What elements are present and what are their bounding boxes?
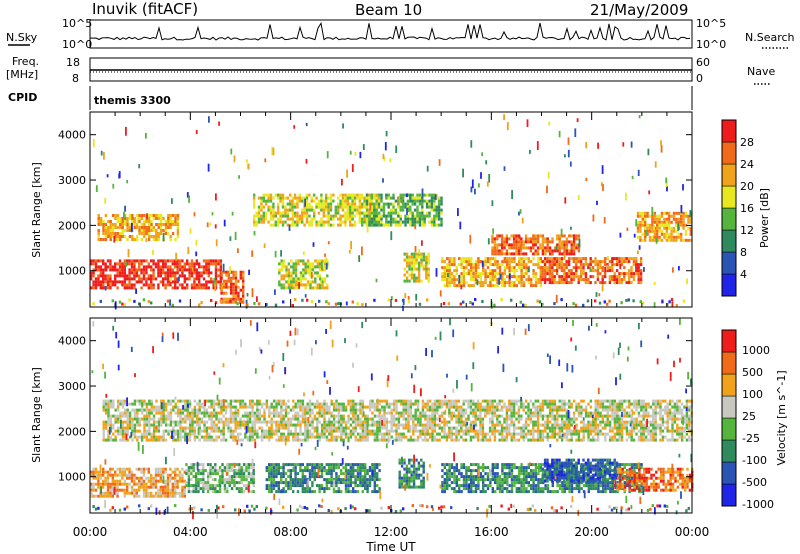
colorbar-swatch (721, 483, 737, 507)
freq-panel: 18 8 Freq. [MHz] 60 0 Nave (6, 55, 775, 85)
colorbar-swatch (721, 251, 737, 275)
power-ylabel: Slant Range [km] (30, 162, 43, 258)
y-tick-label: 4000 (58, 335, 86, 348)
x-tick-label: 00:00 (73, 525, 108, 539)
x-tick-label: 16:00 (474, 525, 509, 539)
y-tick-label: 4000 (58, 129, 86, 142)
y-tick-label: 3000 (58, 174, 86, 187)
freq-tick-bottom: 8 (72, 72, 79, 85)
echo-region (90, 259, 222, 290)
colorbar-swatch (721, 417, 737, 441)
cpid-label: CPID (8, 91, 37, 104)
echo-region (398, 458, 425, 489)
nave-tick-top: 60 (696, 56, 710, 69)
echo-region (616, 467, 694, 492)
y-tick-label: 1000 (58, 471, 86, 484)
y-tick-label: 1000 (58, 265, 86, 278)
colorbar-tick-label: 4 (740, 268, 747, 281)
velocity-panel: 1000 2000 3000 4000 Slant Range [km] 1000 50… (30, 317, 788, 520)
colorbar-swatch (721, 351, 737, 375)
echo-region (220, 270, 245, 304)
freq-tick-top: 18 (66, 56, 80, 69)
colorbar-swatch (721, 163, 737, 187)
colorbar-swatch (721, 273, 737, 297)
y-tick-label: 3000 (58, 380, 86, 393)
cpid-text: themis 3300 (94, 94, 171, 107)
cpid-panel: CPID themis 3300 (8, 86, 693, 110)
echo-region (441, 257, 542, 288)
colorbar-tick-label: -1000 (742, 498, 774, 511)
x-tick-label: 04:00 (173, 525, 208, 539)
nsky-label: N.Sky (6, 31, 38, 44)
y-tick-label: 2000 (58, 219, 86, 232)
y-tick-label: 2000 (58, 425, 86, 438)
colorbar-swatch (721, 395, 737, 419)
colorbar-tick-label: 100 (742, 388, 763, 401)
nave-tick-bottom: 0 (696, 72, 703, 85)
x-tick-label: 12:00 (374, 525, 409, 539)
echo-region (102, 399, 693, 442)
colorbar-swatch (721, 141, 737, 165)
beam-title: Beam 10 (355, 1, 422, 19)
x-axis-tick-labels: 00:00 04:00 08:00 12:00 16:00 20:00 00:00 (73, 525, 710, 539)
colorbar-swatch (721, 119, 737, 143)
colorbar-tick-label: 25 (742, 410, 756, 423)
x-tick-label: 08:00 (273, 525, 308, 539)
colorbar-swatch (721, 439, 737, 463)
echo-region (265, 463, 381, 494)
colorbar-tick-label: 16 (740, 202, 754, 215)
nsky-tick-bottom: 10^0 (62, 38, 92, 51)
low-range-band (92, 298, 686, 307)
colorbar-tick-label: -500 (742, 476, 767, 489)
nsky-panel: 10^5 10^0 N.Sky 10^5 10^0 N.Search (6, 17, 795, 51)
nsearch-tick-bottom: 10^0 (696, 38, 726, 51)
colorbar-swatch (721, 185, 737, 209)
nave-label: Nave (747, 65, 775, 78)
echo-region (90, 467, 186, 498)
scatter-speckles (92, 114, 692, 312)
nsky-trace (89, 21, 691, 41)
low-range-band (92, 504, 690, 513)
echo-region (636, 211, 692, 242)
echo-region (541, 458, 619, 483)
echo-region (491, 234, 581, 256)
colorbar-tick-label: 8 (740, 246, 747, 259)
velocity-ylabel: Slant Range [km] (30, 367, 43, 463)
freq-label: Freq. (12, 55, 39, 68)
echo-region (365, 193, 443, 227)
echo-region (253, 193, 381, 227)
x-tick-label: 20:00 (574, 525, 609, 539)
echo-region (541, 257, 643, 285)
nsky-tick-top: 10^5 (62, 17, 92, 30)
echo-region (185, 463, 255, 494)
colorbar-tick-label: 24 (740, 158, 754, 171)
colorbar-swatch (721, 207, 737, 231)
echo-region (97, 214, 180, 241)
colorbar-swatch (721, 373, 737, 397)
colorbar-swatch (721, 229, 737, 253)
nsearch-label: N.Search (745, 31, 795, 44)
colorbar-swatch (721, 461, 737, 485)
colorbar-tick-label: 1000 (742, 344, 770, 357)
date-title: 21/May/2009 (590, 1, 688, 19)
x-tick-label: 00:00 (675, 525, 710, 539)
colorbar-tick-label: 28 (740, 136, 754, 149)
station-title: Inuvik (fitACF) (92, 0, 198, 18)
echo-region (403, 252, 430, 283)
velocity-colorbar-label: Velocity [m s^-1] (775, 370, 788, 465)
power-panel: 1000 2000 3000 4000 Slant Range [km] 4 8 12 16… (30, 111, 771, 312)
colorbar-tick-label: -25 (742, 432, 760, 445)
colorbar-swatch (721, 329, 737, 353)
colorbar-tick-label: 12 (740, 224, 754, 237)
echo-region (278, 259, 329, 290)
colorbar-tick-label: -100 (742, 454, 767, 467)
x-axis-label: Time UT (365, 540, 416, 554)
power-colorbar-label: Power [dB] (758, 188, 771, 248)
nsearch-tick-top: 10^5 (696, 17, 726, 30)
colorbar-tick-label: 20 (740, 180, 754, 193)
colorbar-tick-label: 500 (742, 366, 763, 379)
freq-unit: [MHz] (6, 68, 38, 81)
